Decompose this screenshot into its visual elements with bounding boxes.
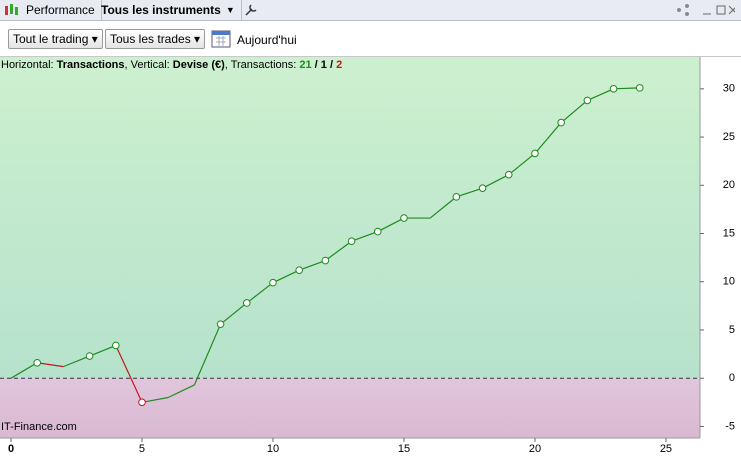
trade-point: [635, 84, 644, 92]
dropdown-arrow: ▼: [225, 5, 235, 15]
trade-point: [478, 184, 487, 192]
chart: IT-Finance.com -5 0 5 10 15 20 25 30 0 5 10 15 20 25: [0, 57, 741, 457]
equity-segment: [37, 362, 64, 368]
period-label[interactable]: Aujourd'hui: [237, 33, 297, 47]
trade-point: [504, 170, 513, 179]
trades-label: Tous les trades: [110, 32, 191, 46]
x-axis-panel: [0, 438, 741, 457]
equity-segment: [63, 355, 90, 368]
y-tick-label: 15: [723, 227, 735, 239]
trade-point: [269, 278, 277, 287]
info-text: Horizontal:: [1, 59, 57, 71]
even: 1: [320, 59, 327, 71]
trade-point: [216, 320, 225, 328]
scope-dropdown[interactable]: Tout le trading ▾: [8, 29, 103, 49]
equity-segment: [115, 345, 143, 403]
info-text: , Transactions:: [224, 59, 300, 71]
trade-point: [373, 227, 382, 236]
trade-point: [295, 266, 303, 274]
trade-point: [138, 398, 146, 407]
positive-zone: [0, 57, 700, 379]
equity-segment: [508, 152, 536, 176]
x-tick-label: 20: [529, 443, 541, 455]
chart-info: Horizontal: Transactions, Vertical: Devi…: [1, 59, 342, 71]
trade-point: [321, 256, 330, 265]
equity-segment: [456, 187, 483, 198]
x-tick-label: 5: [139, 443, 145, 455]
y-tick-label: 10: [723, 276, 735, 288]
window-controls[interactable]: [675, 2, 735, 18]
instrument-label: Tous les instruments: [101, 3, 221, 17]
trade-point: [111, 341, 120, 350]
equity-segment: [272, 269, 300, 284]
toolbar: Tout le trading ▾ Tous les trades ▾ Aujo…: [0, 21, 741, 57]
instrument-dropdown[interactable]: Tous les instruments ▼: [95, 0, 242, 20]
x-tick-label: 0: [8, 443, 14, 455]
trade-point: [347, 237, 356, 246]
trades-dropdown[interactable]: Tous les trades ▾: [105, 29, 206, 49]
y-tick-label: -5: [725, 420, 735, 432]
equity-segment: [377, 217, 405, 233]
trade-point: [452, 193, 461, 201]
x-unit: Transactions: [56, 59, 125, 71]
equity-segment: [325, 240, 352, 262]
equity-segment: [89, 344, 117, 357]
trade-point: [583, 96, 592, 105]
equity-segment: [560, 99, 588, 124]
trade-point: [85, 352, 94, 360]
equity-segment: [141, 396, 169, 403]
trade-point: [531, 149, 539, 158]
equity-segment: [613, 87, 640, 90]
info-text: , Vertical:: [124, 59, 173, 71]
y-unit: Devise (€): [172, 59, 225, 71]
trade-point: [33, 358, 42, 367]
equity-segment: [246, 282, 274, 304]
settings-icon[interactable]: [243, 2, 259, 18]
losses: 2: [336, 59, 343, 71]
calendar-icon[interactable]: [211, 28, 233, 50]
y-tick-label: 0: [729, 372, 735, 384]
equity-segment: [193, 323, 222, 386]
separator: /: [326, 59, 337, 71]
y-tick-label: 20: [723, 179, 735, 191]
watermark: IT-Finance.com: [1, 421, 77, 433]
tab[interactable]: Performance: [20, 0, 102, 20]
equity-segment: [482, 174, 510, 189]
separator: /: [311, 59, 321, 71]
equity-segment: [298, 259, 326, 271]
scope-label: Tout le trading: [13, 32, 89, 46]
wins: 21: [299, 59, 312, 71]
app-icon: [5, 4, 18, 15]
trade-point: [400, 214, 408, 222]
y-tick-label: 5: [729, 324, 735, 336]
equity-segment: [587, 88, 614, 101]
trade-point: [557, 118, 565, 127]
x-tick-label: 25: [660, 443, 672, 455]
y-tick-label: 30: [723, 83, 735, 95]
equity-segment: [351, 231, 378, 242]
equity-segment: [167, 384, 195, 399]
equity-segment: [429, 196, 457, 219]
x-tick-label: 10: [267, 443, 279, 455]
trade-point: [242, 299, 251, 307]
title-bar: Performance Tous les instruments ▼: [0, 0, 741, 21]
y-tick-label: 25: [723, 131, 735, 143]
x-tick-label: 15: [398, 443, 410, 455]
equity-segment: [534, 122, 562, 154]
negative-zone: [0, 378, 700, 438]
axis-panel: [700, 57, 741, 438]
trade-point: [609, 85, 618, 93]
equity-segment: [220, 302, 248, 325]
equity-segment: [10, 362, 38, 379]
